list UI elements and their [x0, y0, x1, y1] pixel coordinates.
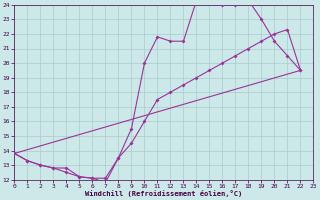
X-axis label: Windchill (Refroidissement éolien,°C): Windchill (Refroidissement éolien,°C)	[85, 190, 243, 197]
